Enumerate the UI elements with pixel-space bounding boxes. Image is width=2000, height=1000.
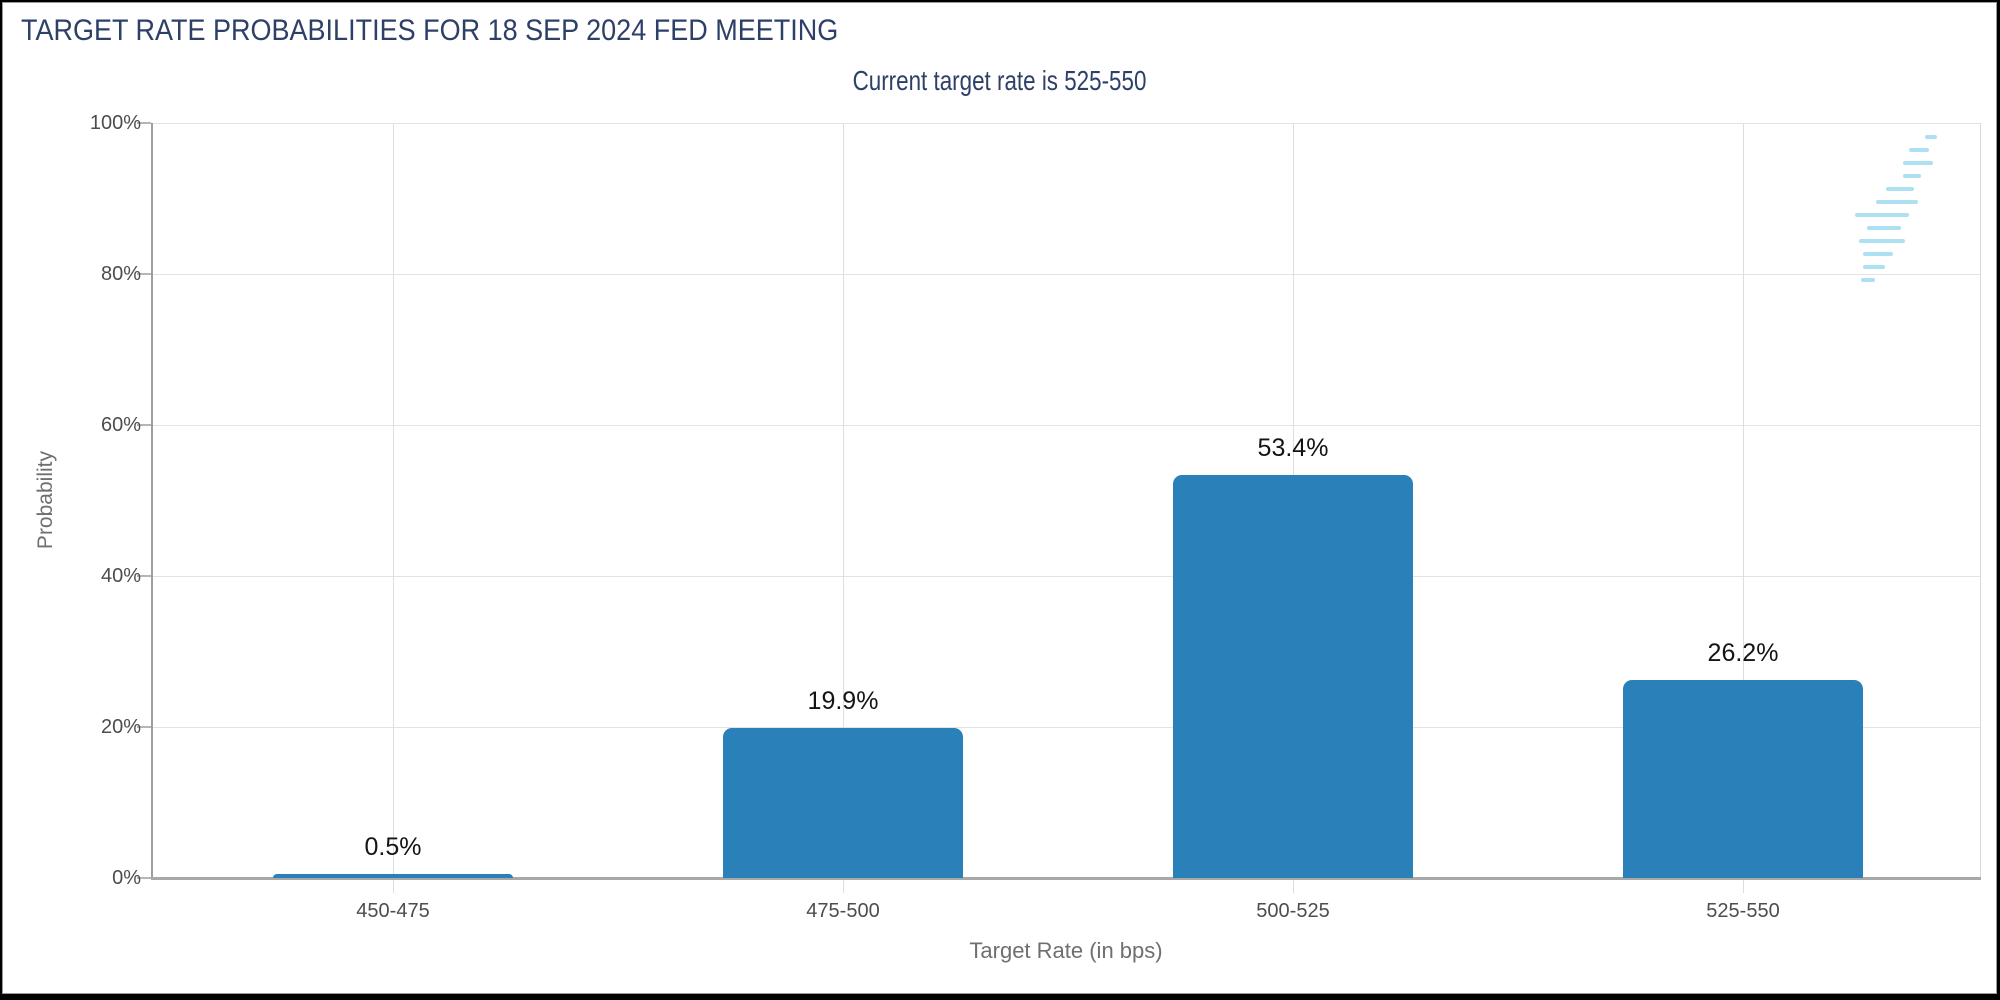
- y-tick-label: 0%: [112, 867, 141, 889]
- y-gridline: [151, 123, 1981, 124]
- x-axis-title: Target Rate (in bps): [969, 938, 1163, 963]
- y-axis-tick: [137, 424, 151, 426]
- logo-stripe: [1863, 265, 1885, 269]
- logo-stripe: [1903, 161, 1933, 165]
- logo-stripe: [1863, 252, 1893, 256]
- bar-value-label: 53.4%: [1257, 433, 1329, 462]
- y-axis-title: Probability: [26, 123, 66, 878]
- y-axis-tick: [137, 273, 151, 275]
- y-tick-label: 20%: [100, 716, 141, 738]
- y-axis-line: [151, 123, 153, 879]
- x-tick-label: 475-500: [806, 900, 880, 922]
- y-axis-title-text: Probability: [34, 451, 57, 550]
- chart-subtitle: Current target rate is 525-550: [852, 65, 1147, 96]
- y-axis-tick: [137, 877, 151, 879]
- plot-right-border: [1980, 123, 1981, 878]
- logo-stripe: [1855, 213, 1909, 217]
- logo-stripe: [1903, 174, 1921, 178]
- bar-525-550[interactable]: [1623, 680, 1863, 878]
- y-axis-tick: [137, 726, 151, 728]
- x-tick-label: 525-550: [1706, 900, 1780, 922]
- bar-475-500[interactable]: [723, 727, 963, 878]
- logo-stripe: [1859, 239, 1905, 243]
- bar-500-525[interactable]: [1173, 474, 1413, 878]
- logo-stripe: [1909, 148, 1929, 152]
- logo-stripe: [1876, 200, 1918, 204]
- y-tick-label: 80%: [100, 263, 141, 285]
- y-tick-label: 100%: [89, 112, 141, 134]
- x-axis-line: [151, 877, 1981, 880]
- y-axis-tick: [137, 122, 151, 124]
- bar-value-label: 0.5%: [364, 833, 422, 862]
- logo-stripe: [1861, 278, 1875, 282]
- q-watermark-logo: Q: [1841, 123, 2000, 413]
- logo-stripe: [1886, 187, 1914, 191]
- y-gridline: [151, 274, 1981, 275]
- y-gridline: [151, 576, 1981, 577]
- y-axis-tick: [137, 575, 151, 577]
- x-gridline: [843, 123, 844, 893]
- bar-value-label: 19.9%: [807, 686, 879, 715]
- chart-title: TARGET RATE PROBABILITIES FOR 18 SEP 202…: [21, 14, 839, 47]
- y-gridline: [151, 727, 1981, 728]
- plot-area: Probability Target Rate (in bps) Q 0%20%…: [34, 112, 1981, 963]
- y-gridline: [151, 425, 1981, 426]
- x-tick-label: 450-475: [356, 900, 430, 922]
- logo-stripe: [1925, 135, 1937, 139]
- bar-value-label: 26.2%: [1707, 639, 1779, 668]
- bar-450-475[interactable]: [273, 874, 513, 878]
- x-gridline: [393, 123, 394, 893]
- y-tick-label: 60%: [100, 414, 141, 436]
- x-gridline: [1743, 123, 1744, 893]
- x-tick-label: 500-525: [1256, 900, 1330, 922]
- y-tick-label: 40%: [100, 565, 141, 587]
- logo-stripe: [1867, 226, 1901, 230]
